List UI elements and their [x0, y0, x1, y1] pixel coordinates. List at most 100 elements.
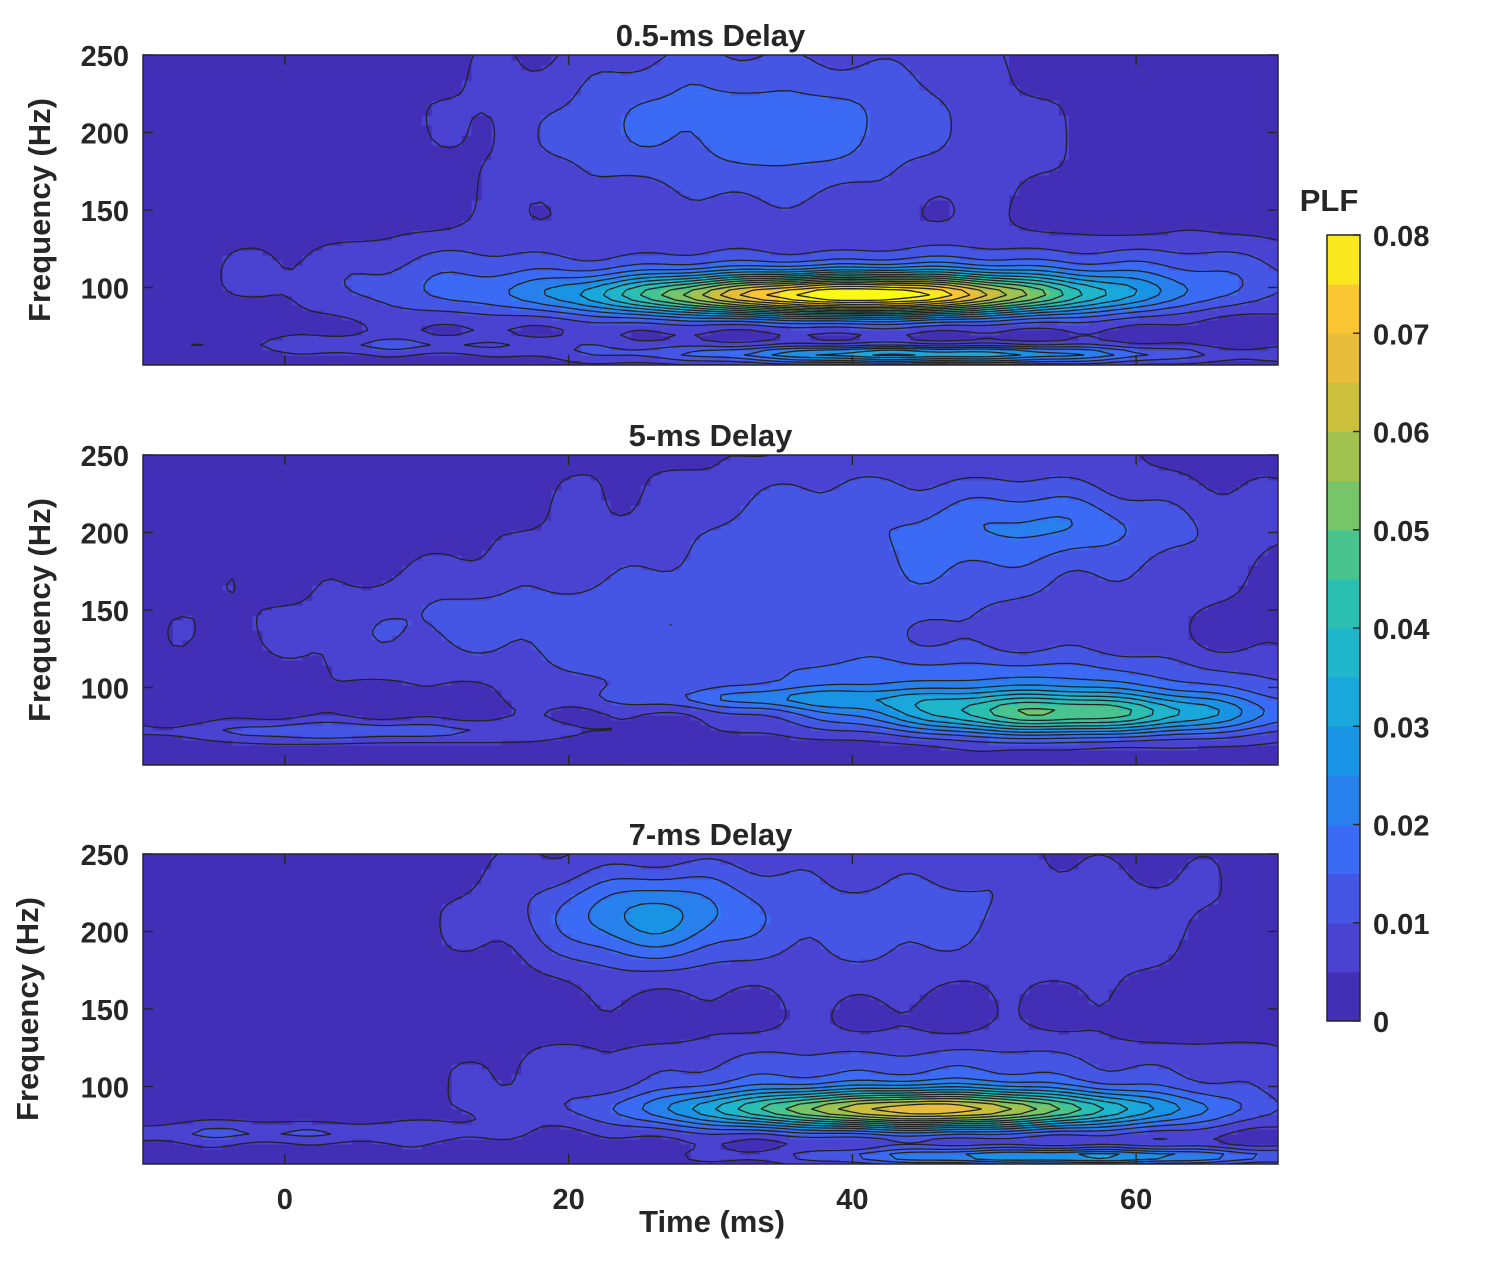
- contour-cell: [312, 150, 323, 156]
- contour-cell: [959, 175, 970, 181]
- contour-cell: [591, 345, 602, 351]
- contour-cell: [491, 190, 503, 196]
- contour-cell: [381, 250, 393, 256]
- contour-cell: [252, 245, 264, 251]
- contour-cell: [302, 275, 313, 281]
- contour-cell: [152, 230, 164, 236]
- contour-cell: [531, 330, 542, 336]
- contour-cell: [929, 220, 941, 226]
- contour-cell: [1248, 265, 1259, 271]
- contour-cell: [730, 330, 741, 336]
- contour-cell: [282, 225, 293, 231]
- contour-cell: [1118, 360, 1130, 365]
- contour-cell: [192, 280, 204, 286]
- contour-cell: [531, 145, 542, 151]
- contour-cell: [959, 205, 970, 211]
- contour-cell: [899, 350, 911, 356]
- contour-cell: [640, 345, 652, 351]
- contour-cell: [720, 245, 732, 251]
- contour-cell: [939, 210, 951, 216]
- contour-cell: [740, 250, 751, 256]
- contour-cell: [620, 220, 632, 226]
- contour-cell: [332, 235, 343, 241]
- contour-cell: [362, 195, 373, 201]
- contour-cell: [182, 335, 194, 341]
- contour-cell: [1138, 225, 1150, 231]
- contour-cell: [282, 290, 293, 296]
- contour-cell: [919, 205, 931, 211]
- contour-cell: [670, 320, 682, 326]
- contour-cell: [1258, 205, 1269, 211]
- contour-cell: [511, 320, 522, 326]
- contour-cell: [282, 235, 293, 241]
- contour-cell: [849, 150, 861, 156]
- contour-cell: [401, 145, 413, 151]
- contour-cell: [232, 155, 244, 161]
- contour-cell: [1118, 175, 1130, 181]
- contour-cell: [1148, 195, 1160, 201]
- contour-cell: [501, 210, 512, 216]
- contour-cell: [561, 200, 572, 206]
- contour-cell: [591, 350, 602, 356]
- contour-cell: [670, 145, 682, 151]
- contour-cell: [690, 320, 702, 326]
- contour-cell: [322, 195, 333, 201]
- contour-cell: [1118, 210, 1130, 216]
- contour-cell: [700, 150, 712, 156]
- contour-cell: [710, 255, 722, 261]
- contour-cell: [650, 280, 662, 286]
- contour-cell: [172, 290, 184, 296]
- contour-cell: [979, 190, 990, 196]
- contour-cell: [1049, 160, 1060, 166]
- contour-cell: [1158, 195, 1170, 201]
- contour-cell: [720, 255, 732, 261]
- contour-cell: [1248, 250, 1259, 256]
- contour-cell: [1049, 145, 1060, 151]
- contour-cell: [919, 200, 931, 206]
- contour-cell: [212, 240, 224, 246]
- contour-cell: [461, 220, 473, 226]
- contour-cell: [172, 280, 184, 286]
- contour-cell: [391, 200, 403, 206]
- contour-cell: [740, 170, 751, 176]
- contour-cell: [1058, 165, 1070, 171]
- contour-cell: [581, 320, 592, 326]
- contour-cell: [302, 340, 313, 346]
- contour-cell: [322, 335, 333, 341]
- contour-cell: [1029, 260, 1040, 266]
- contour-cell: [829, 265, 841, 271]
- contour-cell: [839, 160, 851, 166]
- contour-cell: [919, 150, 931, 156]
- contour-cell: [242, 310, 254, 316]
- contour-cell: [561, 160, 572, 166]
- contour-cell: [471, 270, 483, 276]
- contour-cell: [1029, 190, 1040, 196]
- contour-cell: [461, 200, 473, 206]
- contour-cell: [1049, 340, 1060, 346]
- contour-cell: [810, 245, 821, 251]
- contour-cell: [172, 360, 184, 365]
- contour-cell: [451, 345, 463, 351]
- contour-cell: [1228, 185, 1239, 191]
- contour-cell: [242, 190, 254, 196]
- contour-cell: [421, 250, 433, 256]
- contour-cell: [1029, 335, 1040, 341]
- contour-cell: [1148, 165, 1160, 171]
- contour-cell: [630, 245, 642, 251]
- contour-cell: [312, 300, 323, 306]
- contour-cell: [1009, 145, 1020, 151]
- contour-cell: [929, 285, 941, 291]
- contour-cell: [859, 355, 871, 361]
- contour-cell: [790, 315, 801, 321]
- contour-cell: [232, 240, 244, 246]
- contour-cell: [431, 270, 443, 276]
- contour-cell: [451, 215, 463, 221]
- contour-cell: [670, 250, 682, 256]
- contour-cell: [421, 350, 433, 356]
- contour-cell: [829, 230, 841, 236]
- contour-cell: [471, 205, 483, 211]
- contour-cell: [521, 220, 532, 226]
- contour-cell: [1128, 190, 1140, 196]
- contour-cell: [451, 330, 463, 336]
- contour-cell: [1138, 305, 1150, 311]
